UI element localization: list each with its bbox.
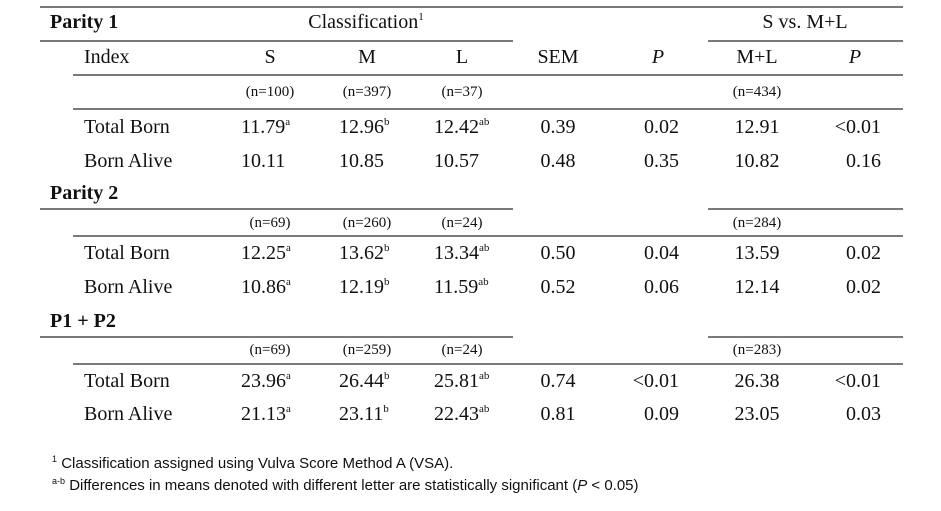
n-s: (n=69) xyxy=(249,342,291,358)
row-index: Total Born xyxy=(84,116,170,138)
n-ml: (n=434) xyxy=(732,84,782,100)
header-rule xyxy=(73,74,903,76)
contrast-rule xyxy=(708,40,903,42)
cell-s: 10.86a xyxy=(241,276,291,298)
contrast-header: S vs. M+L xyxy=(762,11,848,33)
cell-p2: 0.02 xyxy=(846,276,881,298)
cell-m: 26.44b xyxy=(339,370,390,392)
cell-ml: 12.91 xyxy=(734,116,780,138)
cell-s: 10.11 xyxy=(241,150,286,172)
n-rule xyxy=(73,108,903,110)
cell-ml: 13.59 xyxy=(734,242,780,264)
cell-m: 13.62b xyxy=(339,242,390,264)
cell-p: 0.09 xyxy=(644,403,679,425)
top-rule xyxy=(40,6,903,8)
col-m: M xyxy=(358,46,376,68)
cell-p: 0.35 xyxy=(644,150,679,172)
n-s: (n=69) xyxy=(249,215,291,231)
cell-ml: 12.14 xyxy=(734,276,780,298)
cell-s: 23.96a xyxy=(241,370,291,392)
row-index: Born Alive xyxy=(84,150,173,172)
n-rule xyxy=(73,363,903,365)
cell-l: 10.57 xyxy=(434,150,479,172)
cell-m: 12.96b xyxy=(339,116,390,138)
n-l: (n=24) xyxy=(441,342,483,358)
cell-p: 0.02 xyxy=(644,116,679,138)
cell-s: 11.79a xyxy=(241,116,291,138)
cell-l: 12.42ab xyxy=(434,116,490,138)
n-ml: (n=284) xyxy=(732,215,782,231)
cell-ml: 10.82 xyxy=(734,150,780,172)
section-label: Parity 1 xyxy=(50,11,119,33)
cell-p2: 0.03 xyxy=(846,403,881,425)
cell-p2: <0.01 xyxy=(834,116,881,138)
classification-rule xyxy=(40,208,513,210)
cell-sem: 0.50 xyxy=(540,242,576,264)
n-m: (n=260) xyxy=(342,215,392,231)
n-ml: (n=283) xyxy=(732,342,782,358)
row-index: Born Alive xyxy=(84,403,173,425)
n-s: (n=100) xyxy=(245,84,295,100)
cell-p2: 0.16 xyxy=(846,150,881,172)
col-s: S xyxy=(264,46,276,68)
cell-l: 13.34ab xyxy=(434,242,490,264)
contrast-rule xyxy=(708,336,903,338)
col-p2: P xyxy=(848,46,862,68)
col-l: L xyxy=(455,46,469,68)
cell-p: 0.04 xyxy=(644,242,679,264)
cell-p2: 0.02 xyxy=(846,242,881,264)
n-l: (n=37) xyxy=(441,84,483,100)
footnote-2: a-b Differences in means denoted with di… xyxy=(52,476,639,495)
classification-rule xyxy=(40,336,513,338)
cell-s: 12.25a xyxy=(241,242,291,264)
cell-m: 23.11b xyxy=(339,403,389,425)
row-index: Total Born xyxy=(84,370,170,392)
footnote-1: 1 Classification assigned using Vulva Sc… xyxy=(52,454,454,473)
cell-m: 10.85 xyxy=(339,150,384,172)
n-rule xyxy=(73,235,903,237)
col-p: P xyxy=(651,46,665,68)
cell-p2: <0.01 xyxy=(834,370,881,392)
cell-sem: 0.81 xyxy=(540,403,576,425)
n-l: (n=24) xyxy=(441,215,483,231)
classification-rule xyxy=(40,40,513,42)
cell-p: 0.06 xyxy=(644,276,679,298)
cell-sem: 0.48 xyxy=(540,150,576,172)
section-label: Parity 2 xyxy=(50,182,119,204)
cell-m: 12.19b xyxy=(339,276,390,298)
cell-s: 21.13a xyxy=(241,403,291,425)
col-index: Index xyxy=(84,46,130,68)
cell-l: 22.43ab xyxy=(434,403,490,425)
cell-sem: 0.39 xyxy=(540,116,576,138)
cell-sem: 0.74 xyxy=(540,370,576,392)
row-index: Born Alive xyxy=(84,276,173,298)
cell-sem: 0.52 xyxy=(540,276,576,298)
cell-p: <0.01 xyxy=(632,370,679,392)
col-sem: SEM xyxy=(537,46,579,68)
cell-l: 11.59ab xyxy=(434,276,489,298)
row-index: Total Born xyxy=(84,242,170,264)
col-ml: M+L xyxy=(736,46,778,68)
n-m: (n=397) xyxy=(342,84,392,100)
classification-header: Classification1 xyxy=(308,11,424,33)
cell-ml: 23.05 xyxy=(734,403,780,425)
n-m: (n=259) xyxy=(342,342,392,358)
cell-ml: 26.38 xyxy=(734,370,780,392)
section-label: P1 + P2 xyxy=(50,310,116,332)
contrast-rule xyxy=(708,208,903,210)
cell-l: 25.81ab xyxy=(434,370,490,392)
